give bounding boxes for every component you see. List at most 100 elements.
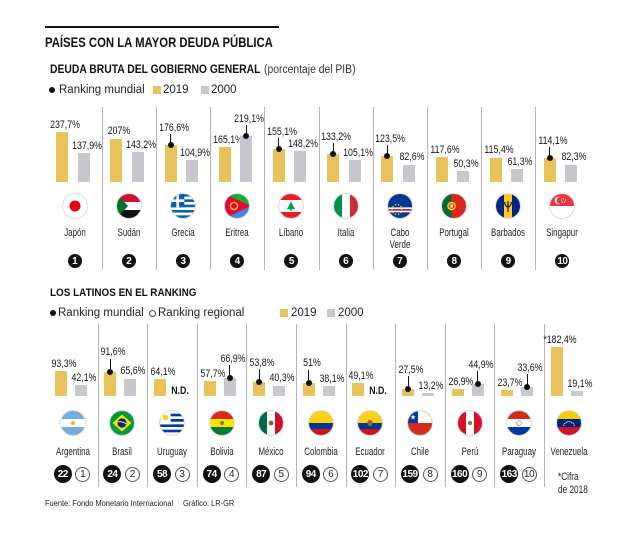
- value-label-2000: 105,1%: [342, 146, 373, 159]
- value-label-2019: 57,7%: [200, 367, 226, 380]
- legend-2000-label: 2000: [338, 306, 364, 319]
- column-divider: [544, 324, 545, 487]
- country-name: Cabo Verde: [389, 227, 411, 251]
- bar-2000: [570, 391, 583, 397]
- ranking-mundial-badge: 159: [401, 465, 419, 483]
- value-label-2019: 123,5%: [375, 132, 406, 145]
- bar-2019: [327, 154, 340, 182]
- legend-2000-swatch: [201, 86, 209, 94]
- leader-dot: [226, 375, 233, 382]
- value-label-2000: 44,9%: [468, 359, 494, 372]
- legend-ranking-regional: Ranking regional: [158, 306, 245, 319]
- value-label-2000: 65,6%: [120, 365, 146, 378]
- value-label-2019: 23,7%: [497, 376, 523, 389]
- bar-2019: [352, 383, 365, 397]
- ranking-regional-badge: 3: [174, 466, 190, 482]
- ranking-mundial-badge: 87: [252, 465, 271, 483]
- bar-2019: [164, 144, 177, 182]
- column-divider: [426, 107, 428, 270]
- paraguay-flag-icon: [507, 410, 532, 435]
- ranking-mundial-dot-icon: [49, 87, 55, 93]
- column-divider: [444, 324, 446, 487]
- column-divider: [246, 324, 248, 487]
- ranking-mundial-badge: 1: [67, 254, 82, 268]
- column-divider: [264, 107, 266, 270]
- column-divider: [196, 324, 198, 487]
- bar-2019: [218, 147, 231, 182]
- bar-2019: [451, 389, 464, 397]
- ecuador-flag-icon: [358, 410, 383, 435]
- bar-2000: [273, 385, 286, 397]
- leader-dot: [243, 132, 250, 139]
- leader-line: [278, 138, 280, 150]
- column-divider: [372, 107, 374, 270]
- leader-dot: [546, 155, 553, 162]
- country-name: Paraguay: [502, 446, 537, 458]
- legend-2000-label: 2000: [211, 83, 237, 96]
- ranking-regional-badge: 9: [472, 466, 488, 482]
- value-label-2000: 42,1%: [71, 371, 97, 384]
- value-label-2019: 176,6%: [158, 121, 189, 134]
- value-label-2019: 133,2%: [321, 130, 352, 143]
- leader-line: [526, 374, 528, 388]
- value-label-2000: 38,1%: [319, 372, 345, 385]
- lebanon-flag-icon: [279, 194, 304, 218]
- bar-2019: [489, 157, 502, 182]
- country-name: Chile: [410, 446, 430, 458]
- bar-2019: [104, 371, 117, 397]
- leader-dot: [107, 368, 114, 375]
- value-label-2000: 148,2%: [288, 137, 319, 150]
- column-divider: [210, 107, 212, 270]
- value-label-2000: 13,2%: [418, 379, 444, 392]
- ranking-regional-badge: 1: [75, 466, 91, 482]
- graphic-credit: Gráfico: LR-GR: [183, 499, 235, 508]
- ranking-mundial-badge: 7: [392, 254, 407, 268]
- leader-dot: [384, 153, 391, 160]
- column-divider: [101, 107, 103, 270]
- bar-2019: [402, 389, 414, 397]
- bar-2019: [501, 390, 514, 397]
- country-name: Perú: [461, 446, 478, 458]
- bar-2000: [457, 171, 469, 182]
- leader-dot: [256, 378, 263, 385]
- bar-2000: [422, 392, 434, 397]
- source-note: Fuente: Fondo Monetario Internacional: [45, 499, 174, 508]
- value-label-2019: 91,6%: [100, 346, 126, 359]
- value-label-2000: N.D.: [369, 385, 388, 398]
- bar-2000: [240, 135, 253, 182]
- value-label-2000: 66,9%: [220, 353, 246, 366]
- footnote-line-1: *Cifra: [558, 471, 579, 483]
- bar-2019: [253, 381, 266, 397]
- leader-line: [308, 369, 310, 383]
- bar-2000: [186, 159, 198, 182]
- mexico-flag-icon: [259, 410, 284, 435]
- leader-line: [109, 358, 111, 372]
- value-label-2000: 33,6%: [517, 362, 543, 375]
- peru-flag-icon: [457, 410, 482, 435]
- bar-2019: [543, 158, 556, 182]
- country-name: Brasil: [112, 446, 133, 458]
- bar-2019: [56, 132, 69, 182]
- value-label-2000: 82,6%: [399, 151, 425, 164]
- leader-line: [549, 147, 551, 159]
- bar-2019: [435, 157, 448, 182]
- value-label-2019: 51%: [302, 357, 321, 370]
- value-label-2019: 114,1%: [538, 134, 568, 147]
- value-label-2000: 143,2%: [125, 138, 156, 151]
- ranking-regional-badge: 4: [224, 466, 240, 482]
- ranking-mundial-badge: 2: [121, 254, 136, 268]
- legend-2000-swatch: [327, 309, 335, 317]
- ranking-regional-badge: 6: [323, 466, 339, 482]
- legend-2019-label: 2019: [291, 306, 317, 319]
- bar-2019: [302, 382, 315, 397]
- ranking-mundial-badge: 74: [202, 465, 221, 483]
- country-name: Japón: [63, 227, 86, 239]
- value-label-2019: 115,4%: [484, 144, 514, 157]
- column-divider: [97, 324, 99, 487]
- country-name: Argentina: [55, 446, 90, 458]
- value-label-2019: 207%: [108, 125, 131, 138]
- section-title-latinos: LOS LATINOS EN EL RANKING: [50, 287, 197, 299]
- ranking-mundial-badge: 160: [450, 465, 469, 483]
- country-name: Ecuador: [355, 446, 386, 458]
